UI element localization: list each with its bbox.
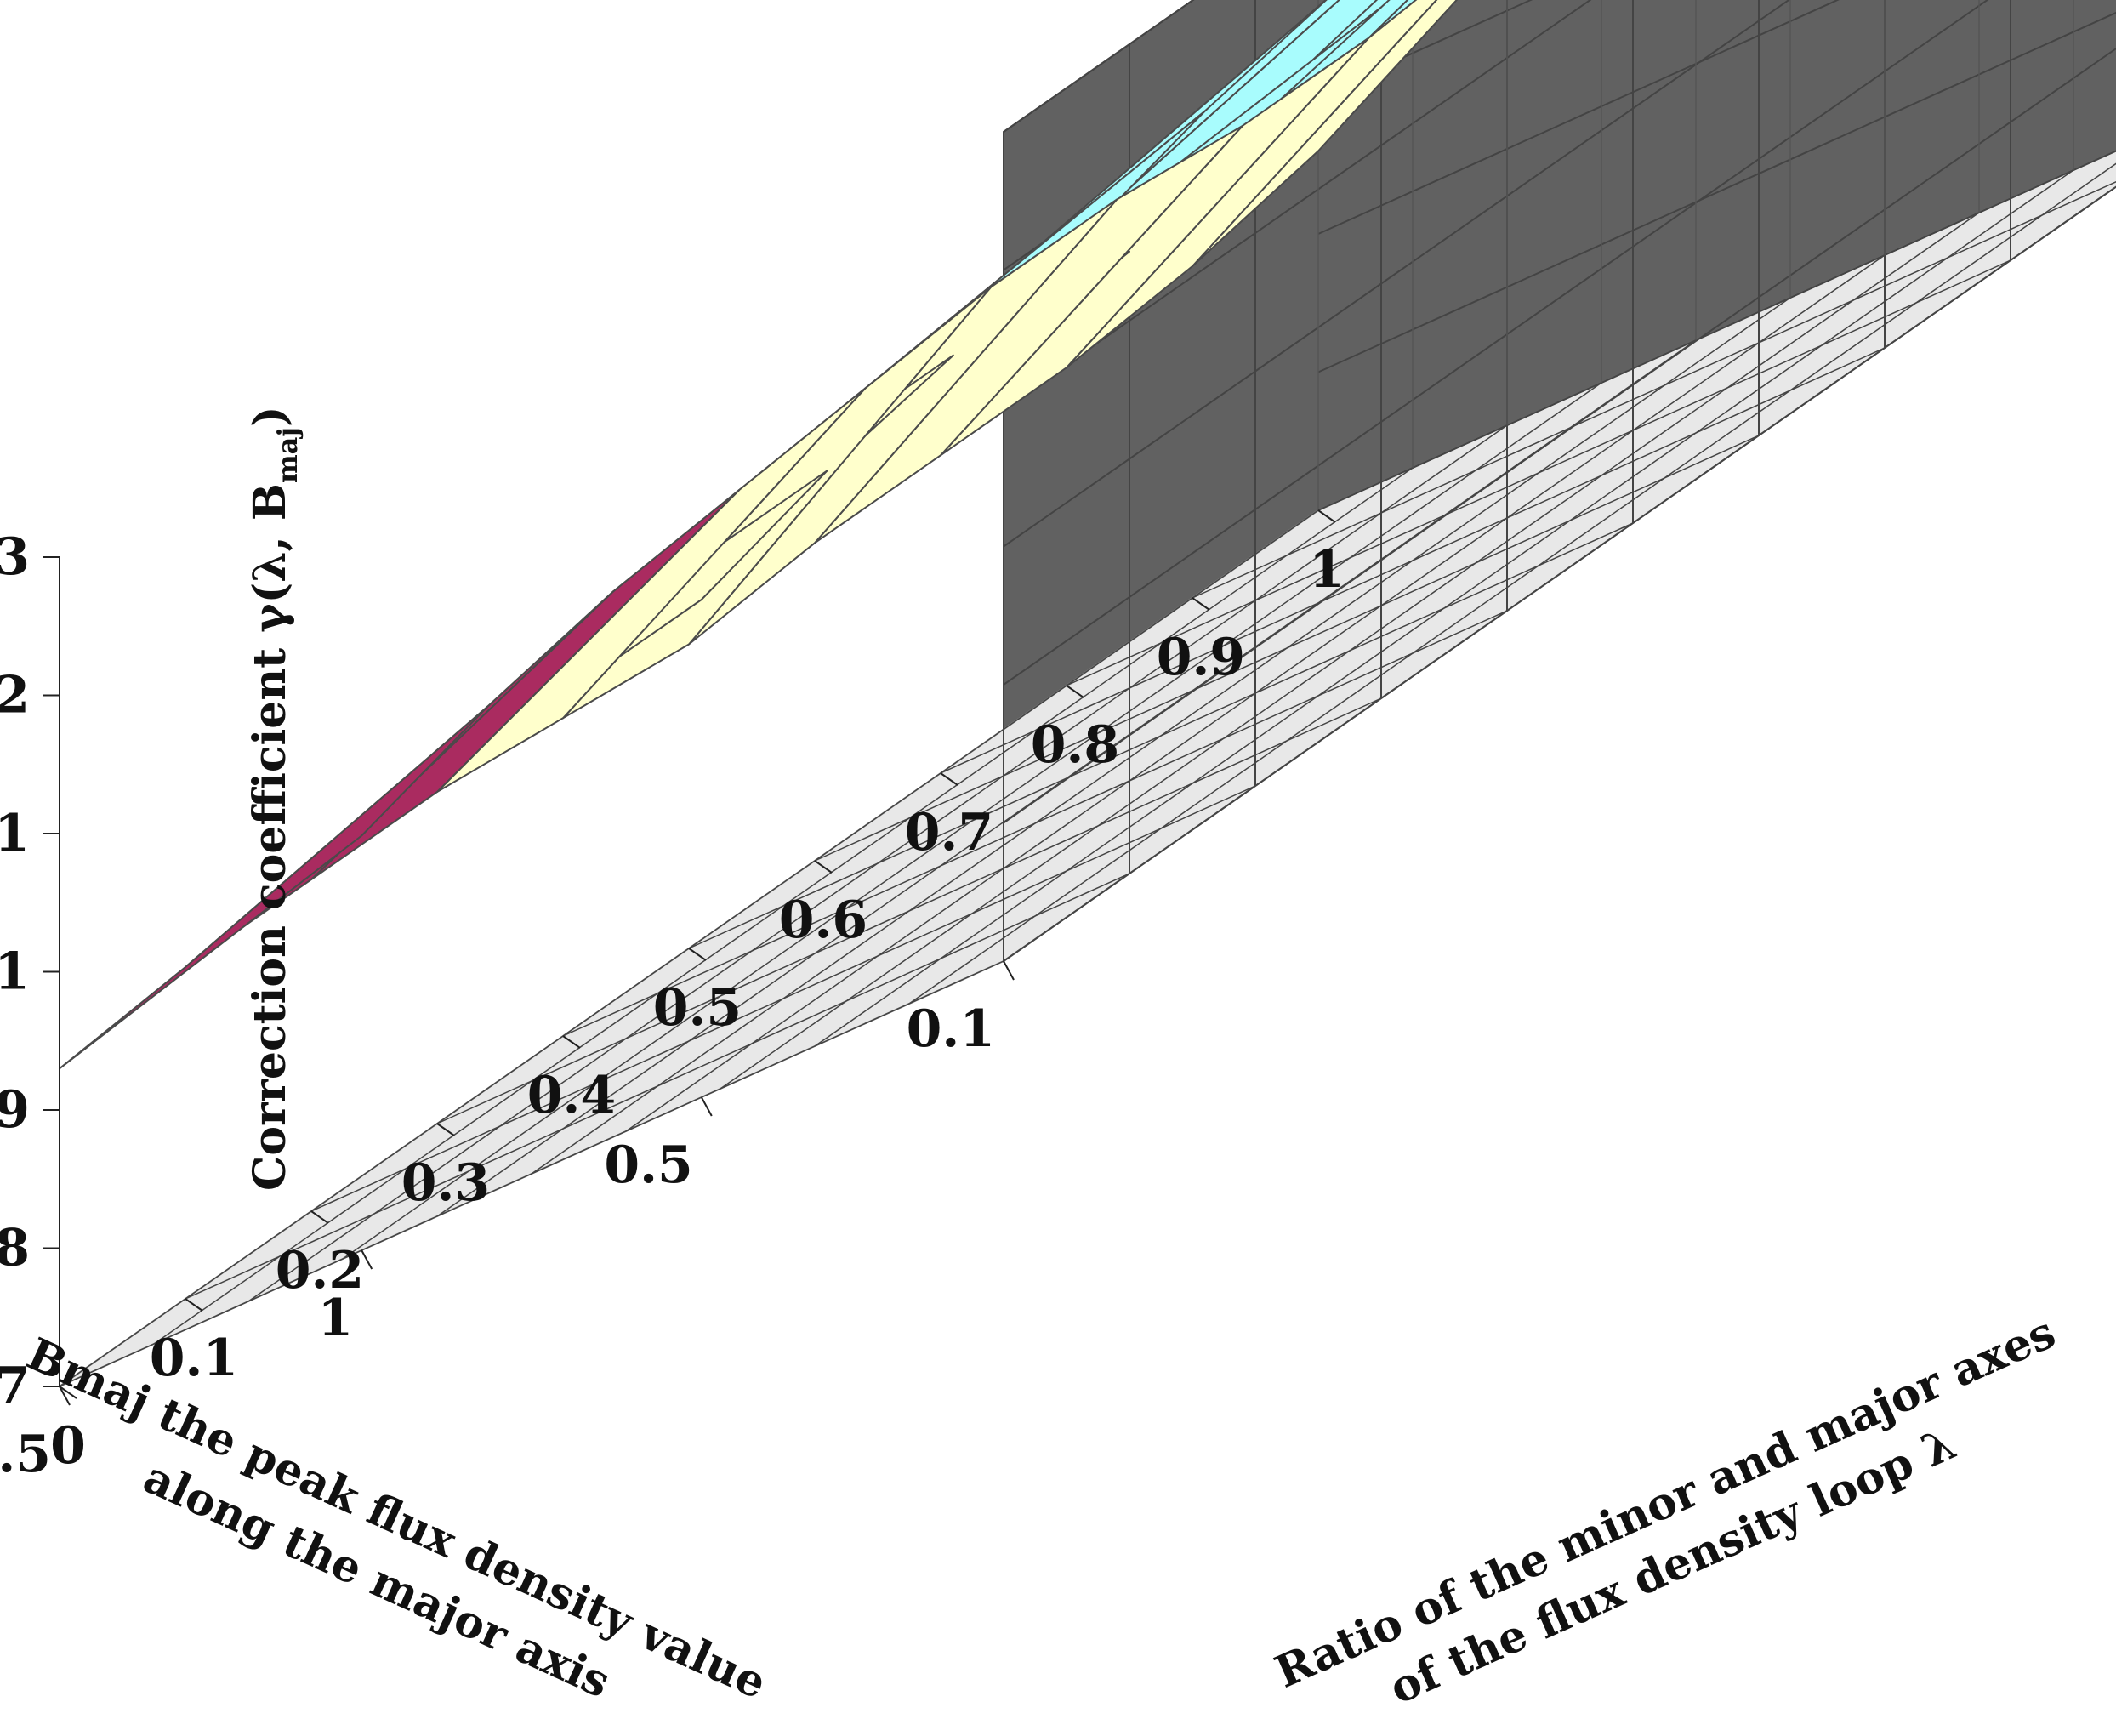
y-tick-label: 0.7 (905, 803, 993, 862)
y-tick-mark (1317, 509, 1336, 523)
y-tick-label: 0.2 (276, 1241, 364, 1301)
surface-cell (562, 286, 993, 720)
x-tick-label: 1 (317, 1289, 353, 1348)
y-tick-label: 0.6 (779, 891, 867, 950)
z-tick-label: 1.3 (0, 527, 30, 587)
surface-cell (59, 705, 489, 1070)
y-tick-label: 0.9 (1157, 628, 1245, 687)
tick-labels: 0.7 0.8 0.9 1 1.1 1.2 1.3 0.1 0.5 1 1.50 0.1 0.2 0.3 0… (0, 509, 1345, 1484)
floor-gridline (1003, 185, 2116, 962)
z-gridline (1003, 0, 1790, 548)
z-tick-label: 1 (0, 942, 30, 1002)
z-gridline (1003, 0, 1592, 409)
y-tick-mark (1066, 685, 1084, 698)
floor-gridline (908, 162, 2116, 1005)
x-tick-label: 0.5 (604, 1136, 692, 1195)
y-tick-label: 0.5 (653, 978, 742, 1038)
z-tick-label: 1.1 (0, 804, 30, 863)
y-tick-label: 0.8 (1031, 715, 1119, 775)
z-tick-label: 0.8 (0, 1219, 30, 1278)
y-tick-label: 1 (1309, 540, 1345, 600)
y-tick-mark (59, 1386, 77, 1399)
z-tick-label: 0.7 (0, 1357, 30, 1416)
floor-gridline (720, 212, 1980, 1090)
floor-gridline (814, 169, 2074, 1047)
floor-gridline (247, 424, 1508, 1302)
y-tick-mark (310, 1210, 329, 1224)
floor-gridline (153, 467, 1414, 1345)
y-tick-mark (185, 1298, 203, 1312)
surface-plot (59, 0, 1459, 1070)
z-axis-title: Correction coefficient γ(λ, Bmaj) (244, 406, 304, 1191)
z-tick-label: 1.2 (0, 666, 30, 726)
floor-gridline (436, 339, 1697, 1217)
y-tick-mark (436, 1123, 455, 1136)
x-tick-label: 0.1 (907, 999, 995, 1059)
z-tick-label: 0.9 (0, 1080, 30, 1140)
x-tick-mark (361, 1249, 373, 1270)
floor-gridline (531, 297, 1791, 1175)
x-tick-label: 1.5 (0, 1425, 51, 1484)
y-tick-mark (940, 772, 958, 786)
y-tick-mark (1192, 597, 1210, 611)
x-axis-title-line1: Bmaj the peak flux density value (20, 1328, 775, 1710)
floor-gridline (625, 254, 1886, 1132)
chart-walls (59, 0, 2116, 1387)
surface-cell (436, 387, 867, 793)
y-tick-label: 0 (50, 1416, 86, 1476)
y-tick-mark (814, 860, 833, 874)
y-tick-label: 0.1 (150, 1329, 238, 1388)
x-tick-mark (59, 1386, 71, 1406)
y-tick-label: 0.4 (527, 1066, 616, 1125)
y-axis-title-line1: Ratio of the minor and major axes (1267, 1306, 2062, 1699)
x-tick-mark (1003, 960, 1015, 981)
floor-gridline (342, 382, 1602, 1260)
x-tick-mark (700, 1096, 713, 1117)
y-tick-mark (562, 1035, 581, 1049)
y-tick-label: 0.3 (401, 1153, 490, 1213)
y-tick-mark (688, 948, 707, 961)
